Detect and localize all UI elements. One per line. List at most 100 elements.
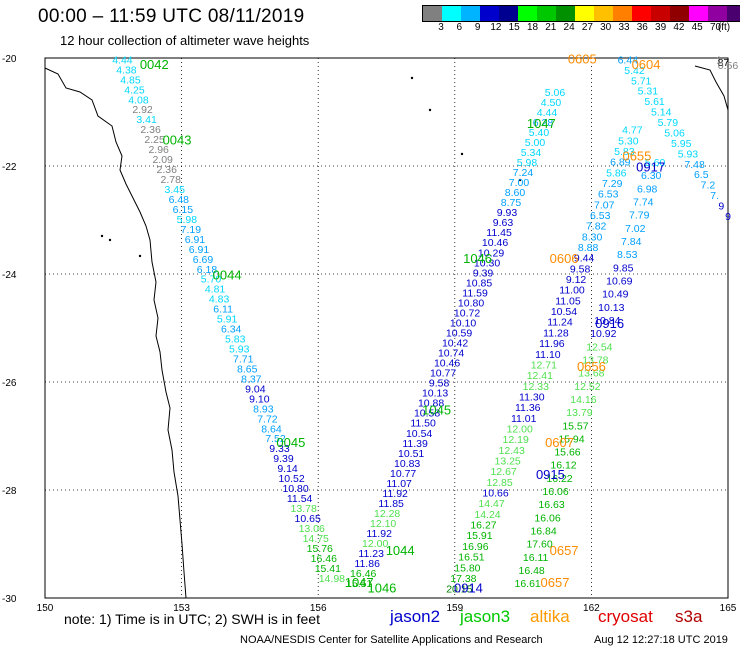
wave-height-value: 20.15 (446, 584, 472, 596)
color-scale-label: 12 (490, 22, 502, 33)
wave-height-value: 16.96 (462, 541, 488, 553)
wave-height-value: 7.24 (513, 167, 534, 179)
color-swatch (537, 6, 556, 21)
wave-height-value: 14.98 (319, 573, 345, 585)
wave-height-value: 10.88 (418, 398, 444, 410)
new-caledonia-coastline (694, 65, 729, 111)
wave-height-value: 10.92 (590, 328, 616, 340)
wave-height-value: 11.36 (515, 402, 541, 414)
wave-height-value: 11.54 (287, 493, 313, 505)
generated-timestamp: Aug 12 12:27:18 UTC 2019 (594, 634, 728, 646)
wave-height-value: 4.44 (112, 54, 133, 66)
wave-height-value: 9.63 (493, 217, 514, 229)
australia-coastline (44, 67, 187, 599)
wave-height-value: 5.06 (545, 87, 566, 99)
island-mark (108, 238, 112, 242)
wave-height-value: 12.41 (527, 370, 553, 382)
pass-time-label: 0657 (550, 543, 579, 558)
color-scale-label: 39 (655, 22, 667, 33)
wave-height-value: 14.24 (474, 509, 500, 521)
wave-height-value: 13.78 (582, 354, 608, 366)
color-scale-label: 24 (563, 22, 575, 33)
wave-height-value: 10.85 (466, 277, 492, 289)
wave-height-value: 11.07 (386, 478, 412, 490)
wave-height-value: 15.76 (307, 543, 333, 555)
track-jason3: 4.444.384.854.254.082.923.412.362.252.96… (112, 54, 345, 584)
island-mark (518, 178, 522, 182)
color-swatch (708, 6, 727, 21)
wave-height-value: 6.89 (610, 157, 631, 169)
wave-height-value: 6.28 (533, 117, 554, 129)
wave-height-value: 16.46 (311, 553, 337, 565)
wave-height-value: 9 (725, 211, 731, 223)
wave-height-value: 7.29 (602, 178, 623, 190)
wave-height-value: 1 (716, 54, 722, 66)
wave-height-value: 5.14 (651, 107, 672, 119)
wave-height-value: 8.30 (582, 231, 603, 243)
wave-height-value: 13.68 (578, 368, 604, 380)
wave-height-value: 8.53 (617, 249, 638, 261)
wave-height-value: 10.77 (430, 368, 456, 380)
wave-height-value: 10.58 (414, 408, 440, 420)
lat-tick-label: -24 (2, 270, 17, 281)
wave-height-value: 6.18 (197, 264, 218, 276)
wave-height-value: 10.80 (282, 483, 308, 495)
wave-height-value: 7.79 (629, 210, 650, 222)
pass-time-label: 0606 (550, 251, 579, 266)
island-mark (428, 108, 432, 112)
pass-time-label: 0607 (545, 435, 574, 450)
pass-time-label: 1045 (422, 402, 451, 417)
wave-height-value: 7.07 (594, 199, 615, 211)
color-swatch (594, 6, 613, 21)
wave-height-value: 11.86 (354, 558, 380, 570)
wave-height-value: 10.72 (454, 307, 480, 319)
pass-time-label: 1047 (345, 575, 374, 590)
wave-height-value: 6.48 (169, 194, 190, 206)
wave-height-value: 8.93 (253, 403, 274, 415)
color-scale-label: 45 (691, 22, 703, 33)
color-scale-unit: (ft) (717, 22, 731, 33)
color-swatch (670, 6, 689, 21)
wave-height-value: 12.28 (374, 508, 400, 520)
wave-height-value: 5.30 (618, 135, 639, 147)
wave-height-value: 87 (718, 57, 730, 69)
wave-height-value: 10.84 (594, 315, 620, 327)
color-scale-label: 70 (709, 22, 722, 33)
wave-height-value: 11.85 (378, 498, 404, 510)
wave-height-value: 2.09 (152, 154, 173, 166)
axis-ticks: 150 153 156 159 162 165 -20 -22 -24 -26 -28 -30 (2, 54, 737, 614)
lon-tick-label: 159 (446, 603, 463, 614)
wave-height-value: 3.41 (136, 114, 157, 126)
wave-height-value: 16.84 (530, 526, 556, 538)
wave-height-value: 10.65 (295, 513, 321, 525)
wave-height-value: 2.36 (140, 124, 161, 136)
satellite-legend-jason2: jason2 (390, 607, 441, 626)
wave-height-value: 12.54 (586, 341, 612, 353)
pass-time-label: 0044 (213, 267, 242, 282)
wave-height-value: 12.43 (499, 445, 525, 457)
satellite-legend-altika: altika (530, 607, 570, 626)
map-title: 00:00 – 11:59 UTC 08/11/2019 (38, 6, 305, 27)
pass-time-label: 0043 (163, 132, 192, 147)
wave-height-value: 10.13 (598, 302, 624, 314)
wave-height-value: 5.40 (529, 127, 550, 139)
color-scale-label: 33 (618, 22, 630, 33)
wave-height-value: 8.75 (501, 197, 522, 209)
pass-time-label: 0915 (536, 467, 565, 482)
wave-height-value: 10.80 (458, 297, 484, 309)
wave-height-value: 15.41 (315, 563, 341, 575)
island-mark (410, 76, 414, 80)
wave-height-value: 7.19 (181, 224, 202, 236)
wave-height-value: 15.66 (554, 447, 580, 459)
color-scale-label: 27 (581, 22, 593, 33)
color-swatch (499, 6, 518, 21)
color-swatch (727, 6, 740, 21)
wave-height-value: 10.46 (434, 358, 460, 370)
wave-height-value: 4.50 (541, 97, 562, 109)
wave-height-value: 11.39 (402, 438, 428, 450)
color-swatch (423, 6, 442, 21)
color-swatch (689, 6, 708, 21)
